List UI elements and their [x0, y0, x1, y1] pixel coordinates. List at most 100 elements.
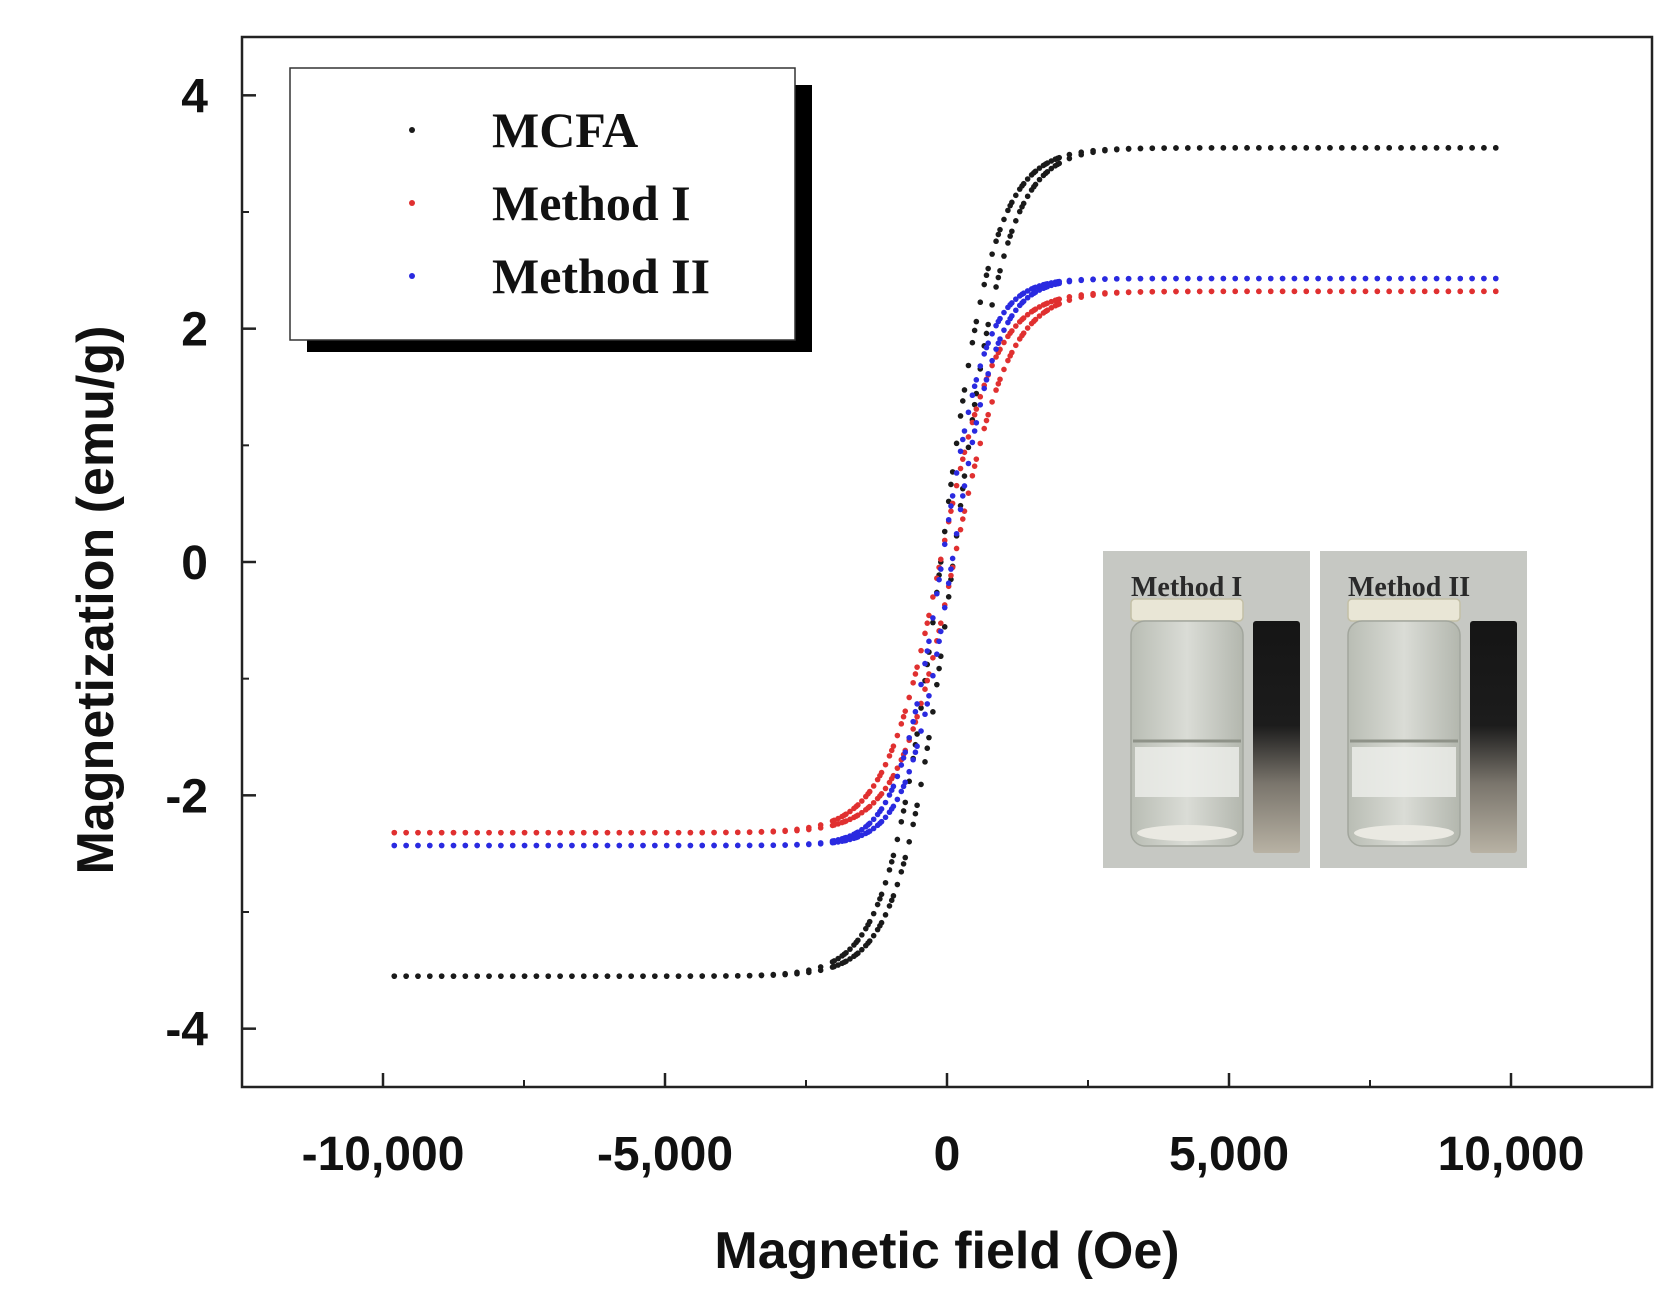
data-point [1149, 145, 1156, 151]
data-point [794, 969, 800, 976]
data-point [882, 785, 889, 792]
data-point [995, 380, 1002, 387]
data-point [894, 836, 901, 843]
data-point [604, 973, 611, 979]
data-point [870, 825, 877, 832]
data-point [1339, 275, 1345, 282]
data-point [1009, 313, 1015, 319]
data-point [687, 973, 694, 979]
data-point [965, 409, 972, 416]
data-point [886, 809, 893, 816]
data-point [971, 428, 978, 434]
data-point [1024, 193, 1031, 200]
data-point [859, 809, 865, 816]
data-point [498, 973, 504, 979]
data-point [900, 755, 907, 761]
data-point [914, 743, 920, 750]
data-point [874, 901, 881, 908]
data-point [965, 362, 972, 369]
data-point [1013, 323, 1019, 329]
data-point [1028, 320, 1035, 327]
data-point [965, 444, 972, 451]
data-point [782, 842, 788, 848]
data-point [959, 398, 966, 404]
data-point [995, 274, 1002, 281]
legend-label: Method I [492, 175, 691, 231]
data-point [1185, 275, 1191, 282]
data-point [914, 731, 920, 737]
data-point [1232, 288, 1239, 295]
data-point [926, 692, 932, 699]
data-point [794, 841, 800, 848]
data-point [1005, 333, 1011, 340]
data-point [1113, 275, 1120, 282]
data-point [628, 829, 634, 836]
data-point [1185, 145, 1191, 151]
data-point [1125, 289, 1132, 295]
jar-bottom [1137, 825, 1237, 841]
data-point [1149, 275, 1156, 282]
data-point [862, 806, 869, 813]
data-point [930, 709, 936, 715]
data-point [1001, 339, 1007, 346]
data-point [924, 620, 931, 626]
data-point [699, 829, 706, 836]
data-point [1315, 145, 1321, 151]
data-point [592, 842, 599, 849]
data-point [1327, 288, 1333, 295]
data-point [900, 713, 907, 720]
data-point [1256, 145, 1262, 151]
data-point [985, 265, 991, 272]
x-tick-label: 5,000 [1169, 1128, 1289, 1181]
data-point [1024, 294, 1031, 301]
data-point [898, 818, 905, 825]
data-point [959, 456, 966, 462]
data-point [874, 822, 881, 829]
data-point [1048, 165, 1055, 172]
data-point [1036, 176, 1043, 183]
data-point [851, 805, 857, 812]
data-point [890, 893, 897, 899]
x-tick-label: 10,000 [1438, 1128, 1585, 1181]
data-point [969, 392, 976, 399]
data-point [898, 869, 905, 875]
data-point [1291, 288, 1298, 295]
data-point [894, 773, 901, 780]
series-method-i [391, 288, 1499, 836]
data-point [977, 299, 984, 306]
inset-photo-2: Method II [1320, 551, 1527, 868]
data-point [1481, 288, 1487, 295]
data-point [628, 973, 634, 979]
data-point [874, 776, 881, 783]
inset-photos: Method I Method II [1103, 551, 1527, 868]
data-point [391, 842, 398, 849]
data-point [1137, 288, 1144, 295]
data-point [1244, 275, 1250, 282]
data-point [1350, 288, 1357, 295]
data-point [906, 694, 913, 701]
data-point [894, 796, 901, 803]
data-point [973, 419, 980, 426]
data-point [862, 925, 869, 932]
jar-body [1347, 620, 1461, 847]
data-point [855, 937, 861, 944]
data-point [1362, 275, 1369, 282]
x-tick-label: 0 [934, 1128, 961, 1181]
data-point [415, 829, 421, 836]
data-point [945, 580, 952, 587]
data-point [1469, 145, 1475, 151]
data-point [1208, 275, 1215, 282]
data-point [758, 828, 765, 835]
data-point [486, 973, 492, 979]
data-point [1001, 327, 1007, 333]
data-point [1220, 275, 1227, 282]
data-point [687, 842, 694, 849]
data-point [941, 604, 948, 611]
data-point [878, 791, 885, 797]
data-point [886, 779, 893, 786]
data-point [569, 973, 575, 979]
data-point [1016, 318, 1023, 325]
data-point [914, 802, 920, 809]
data-point [806, 967, 812, 974]
data-point [914, 713, 920, 720]
